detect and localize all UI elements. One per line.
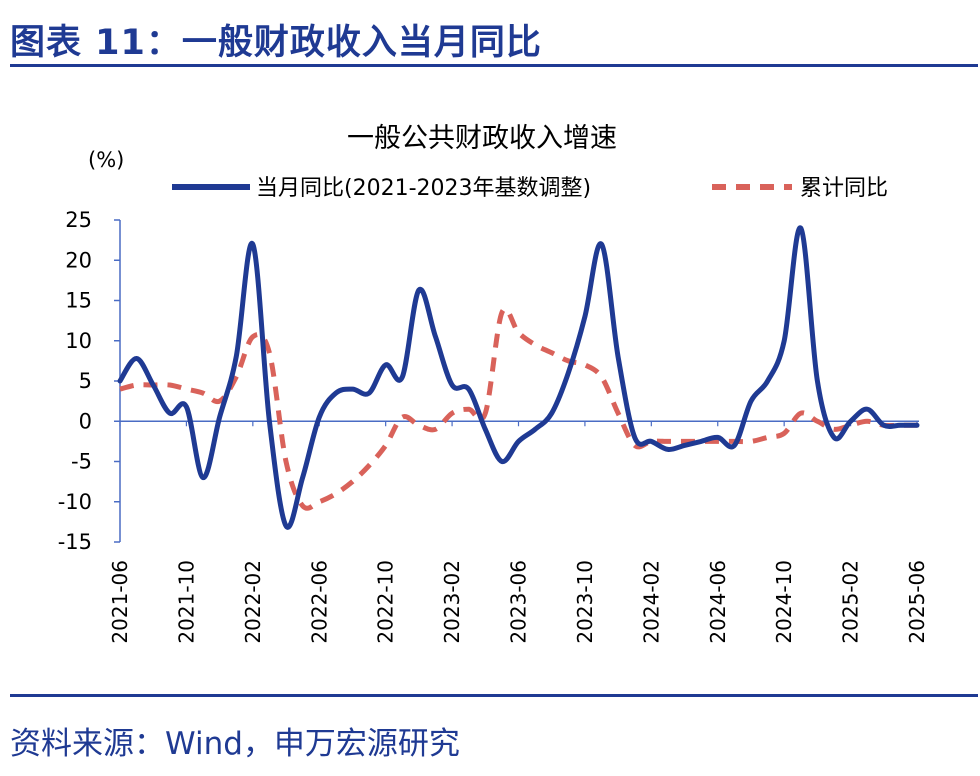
y-tick-label: 20: [65, 248, 92, 272]
y-tick-label: -15: [58, 530, 92, 554]
page-title: 图表 11：一般财政收入当月同比: [10, 23, 542, 63]
y-tick-label: 10: [65, 329, 92, 353]
x-tick-label: 2022-06: [307, 560, 331, 644]
x-axis-ticks: 2021-06 2021-10 2022-02 2022-06 2022-10 2023-…: [108, 421, 929, 644]
x-tick-label: 2023-10: [573, 560, 597, 644]
y-axis-unit-label: (%): [88, 148, 124, 172]
y-tick-label: -10: [58, 490, 92, 514]
legend-label-cumulative: 累计同比: [800, 176, 888, 201]
legend: 当月同比(2021-2023年基数调整) 累计同比: [172, 176, 888, 201]
x-tick-label: 2024-02: [639, 560, 663, 644]
footer-divider: [10, 694, 978, 697]
y-tick-label: 5: [79, 369, 92, 393]
y-tick-label: -5: [71, 450, 92, 474]
x-tick-label: 2023-02: [440, 560, 464, 644]
series-line-monthly: [117, 225, 920, 530]
source-note: 资料来源：Wind，申万宏源研究: [10, 726, 460, 762]
chart-title: 一般公共财政收入增速: [347, 123, 617, 154]
x-tick-label: 2021-10: [174, 560, 198, 644]
x-tick-label: 2025-06: [905, 560, 929, 644]
x-tick-label: 2024-06: [706, 560, 730, 644]
legend-label-monthly: 当月同比(2021-2023年基数调整): [256, 176, 591, 201]
x-tick-label: 2022-02: [241, 560, 265, 644]
chart: 一般公共财政收入增速 (%) 当月同比(2021-2023年基数调整) 累计同比…: [58, 123, 929, 644]
y-tick-label: 0: [79, 409, 92, 433]
x-tick-label: 2023-06: [507, 560, 531, 644]
y-axis-ticks: 25 20 15 10 5 0 -5 -10 -15: [58, 208, 120, 554]
y-tick-label: 15: [65, 289, 92, 313]
series-group: [117, 225, 920, 530]
y-tick-label: 25: [65, 208, 92, 232]
x-tick-label: 2021-06: [108, 560, 132, 644]
x-tick-label: 2022-10: [374, 560, 398, 644]
x-tick-label: 2025-02: [839, 560, 863, 644]
series-line-cumulative: [119, 306, 917, 511]
x-tick-label: 2024-10: [772, 560, 796, 644]
axes: [119, 220, 919, 542]
header-divider: [10, 64, 978, 67]
